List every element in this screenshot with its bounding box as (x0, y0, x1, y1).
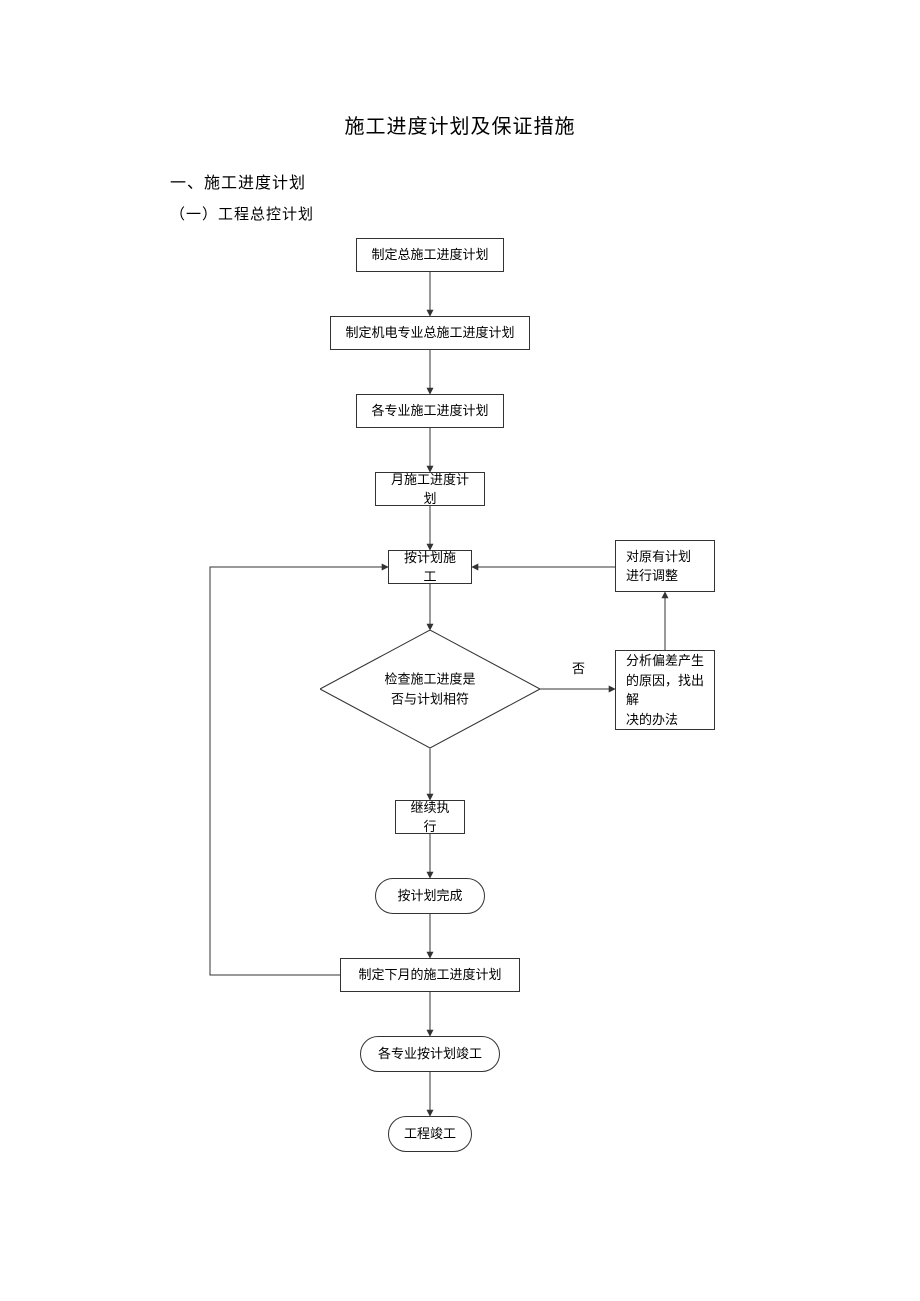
node-label-line2: 否与计划相符 (391, 691, 469, 706)
node-label: 制定下月的施工进度计划 (358, 965, 501, 985)
node-label: 各专业施工进度计划 (371, 401, 488, 421)
node-n4: 月施工进度计划 (375, 472, 485, 506)
node-label: 继续执行 (406, 798, 454, 837)
node-n1: 制定总施工进度计划 (356, 238, 504, 272)
node-n12: 对原有计划 进行调整 (615, 540, 715, 592)
node-n13: 分析偏差产生 的原因，找出解 决的办法 (615, 650, 715, 730)
flowchart: 制定总施工进度计划 制定机电专业总施工进度计划 各专业施工进度计划 月施工进度计… (170, 238, 750, 1238)
node-label: 月施工进度计划 (386, 470, 474, 509)
node-n7: 继续执行 (395, 800, 465, 834)
page-title: 施工进度计划及保证措施 (170, 110, 750, 139)
node-label: 按计划完成 (397, 886, 462, 906)
node-n11: 工程竣工 (388, 1116, 472, 1152)
node-label: 制定总施工进度计划 (371, 245, 488, 265)
node-label-line1: 检查施工进度是 (384, 672, 475, 687)
node-label: 按计划施工 (399, 548, 461, 587)
node-n9: 制定下月的施工进度计划 (340, 958, 520, 992)
section-1-1-heading: （一）工程总控计划 (170, 203, 750, 224)
node-label: 各专业按计划竣工 (378, 1044, 482, 1064)
node-label: 工程竣工 (404, 1124, 456, 1144)
node-n6-decision: 检查施工进度是 否与计划相符 (320, 630, 540, 748)
node-n8: 按计划完成 (375, 878, 485, 914)
node-n3: 各专业施工进度计划 (356, 394, 504, 428)
node-label: 对原有计划 进行调整 (626, 547, 691, 586)
edge-label: 否 (572, 658, 585, 677)
node-n5: 按计划施工 (388, 550, 472, 584)
node-label: 制定机电专业总施工进度计划 (345, 323, 514, 343)
node-n2: 制定机电专业总施工进度计划 (330, 316, 530, 350)
node-label: 分析偏差产生 的原因，找出解 决的办法 (626, 651, 704, 729)
node-n10: 各专业按计划竣工 (360, 1036, 500, 1072)
section-1-heading: 一、施工进度计划 (170, 169, 750, 193)
